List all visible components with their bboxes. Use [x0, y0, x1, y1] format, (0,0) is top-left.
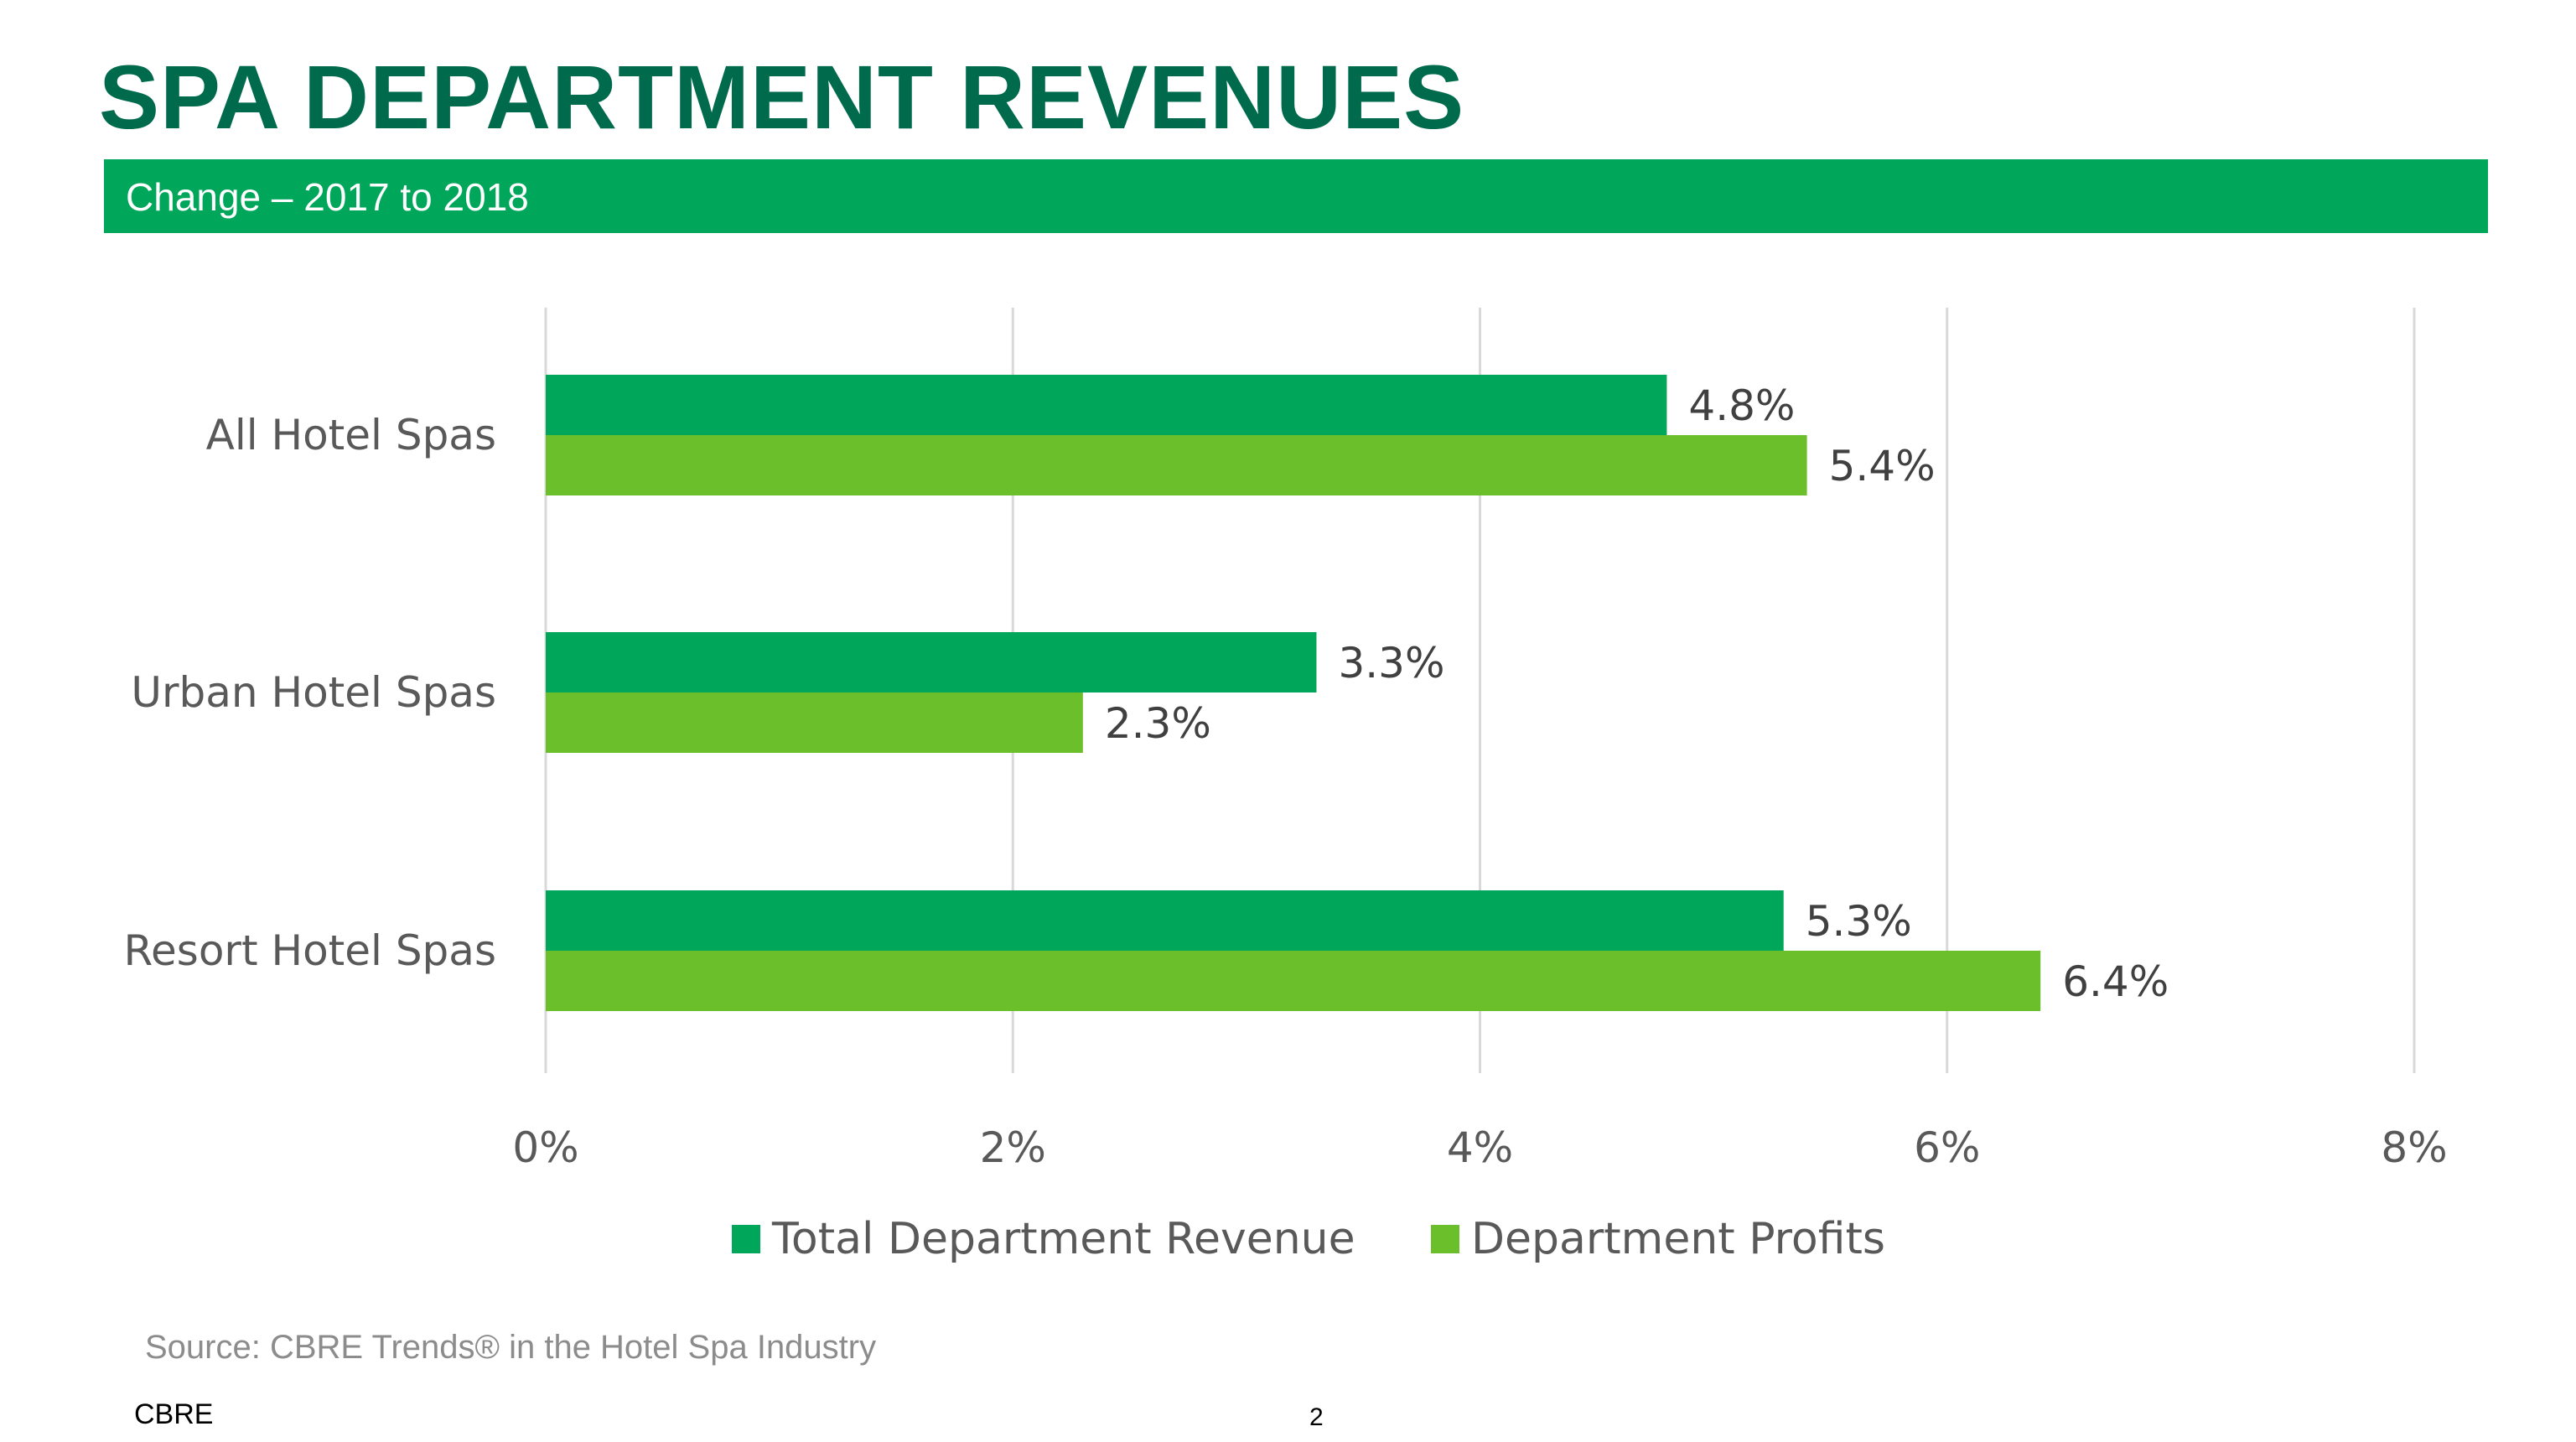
legend-label-profits: Department Profits — [1471, 1214, 1885, 1264]
x-axis-tick-labels: 0% 2% 4% 6% 8% — [512, 1123, 2447, 1172]
bar — [546, 375, 1667, 435]
bar — [546, 435, 1807, 495]
bar — [546, 692, 1083, 753]
x-tick-label: 8% — [2381, 1123, 2447, 1172]
data-label: 5.3% — [1806, 897, 1912, 946]
data-label: 3.3% — [1338, 639, 1444, 687]
data-label: 2.3% — [1105, 699, 1211, 748]
legend-item-revenue: Total Department Revenue — [732, 1214, 1355, 1264]
x-tick-label: 2% — [980, 1123, 1046, 1172]
category-label: Resort Hotel Spas — [124, 926, 496, 975]
bar — [546, 890, 1784, 951]
subtitle-banner: Change – 2017 to 2018 — [104, 159, 2488, 233]
brand-footer: CBRE — [134, 1398, 214, 1430]
x-tick-label: 4% — [1447, 1123, 1513, 1172]
bar — [546, 632, 1317, 692]
data-label: 5.4% — [1829, 442, 1936, 490]
bar — [546, 951, 2041, 1011]
legend-swatch-profits — [1431, 1225, 1459, 1253]
legend-item-profits: Department Profits — [1431, 1214, 1885, 1264]
category-label: All Hotel Spas — [206, 411, 496, 459]
source-note: Source: CBRE Trends® in the Hotel Spa In… — [145, 1329, 877, 1366]
bars — [546, 375, 2041, 1011]
subtitle: Change – 2017 to 2018 — [126, 175, 529, 219]
legend-swatch-revenue — [732, 1225, 760, 1253]
legend-label-revenue: Total Department Revenue — [772, 1214, 1355, 1264]
x-tick-label: 6% — [1914, 1123, 1980, 1172]
data-labels: 4.8% 5.4% 3.3% 2.3% 5.3% 6.4% — [1105, 381, 2169, 1006]
page-number: 2 — [1309, 1403, 1324, 1431]
legend: Total Department Revenue Department Prof… — [0, 1214, 2576, 1273]
data-label: 4.8% — [1688, 381, 1795, 430]
category-label: Urban Hotel Spas — [131, 668, 496, 717]
data-label: 6.4% — [2062, 957, 2169, 1006]
page-title: SPA DEPARTMENT REVENUES — [99, 46, 1465, 148]
category-labels: All Hotel Spas Urban Hotel Spas Resort Hot… — [124, 411, 496, 975]
x-tick-label: 0% — [512, 1123, 578, 1172]
